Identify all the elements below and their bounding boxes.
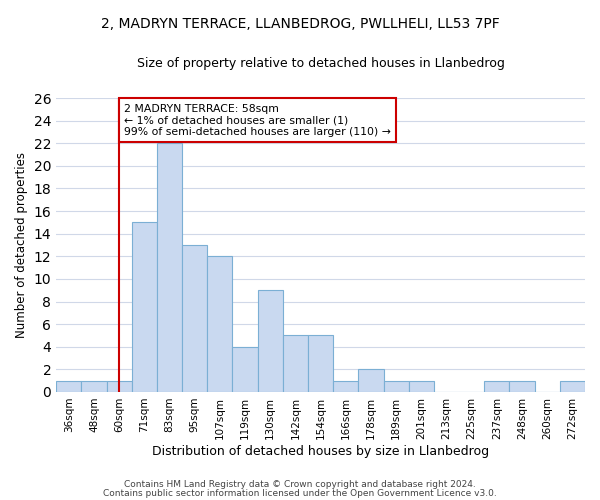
Bar — [82, 380, 107, 392]
Bar — [132, 222, 157, 392]
Text: Contains public sector information licensed under the Open Government Licence v3: Contains public sector information licen… — [103, 488, 497, 498]
Bar — [232, 346, 257, 392]
Bar — [383, 380, 409, 392]
Bar — [56, 380, 82, 392]
Y-axis label: Number of detached properties: Number of detached properties — [15, 152, 28, 338]
Text: 2, MADRYN TERRACE, LLANBEDROG, PWLLHELI, LL53 7PF: 2, MADRYN TERRACE, LLANBEDROG, PWLLHELI,… — [101, 18, 499, 32]
Bar — [409, 380, 434, 392]
Text: 2 MADRYN TERRACE: 58sqm
← 1% of detached houses are smaller (1)
99% of semi-deta: 2 MADRYN TERRACE: 58sqm ← 1% of detached… — [124, 104, 391, 137]
Bar — [358, 370, 383, 392]
Bar — [207, 256, 232, 392]
Bar — [308, 336, 333, 392]
X-axis label: Distribution of detached houses by size in Llanbedrog: Distribution of detached houses by size … — [152, 444, 489, 458]
Bar — [560, 380, 585, 392]
Bar — [484, 380, 509, 392]
Bar — [333, 380, 358, 392]
Text: Contains HM Land Registry data © Crown copyright and database right 2024.: Contains HM Land Registry data © Crown c… — [124, 480, 476, 489]
Bar — [107, 380, 132, 392]
Bar — [509, 380, 535, 392]
Bar — [283, 336, 308, 392]
Title: Size of property relative to detached houses in Llanbedrog: Size of property relative to detached ho… — [137, 58, 505, 70]
Bar — [182, 245, 207, 392]
Bar — [257, 290, 283, 392]
Bar — [157, 144, 182, 392]
